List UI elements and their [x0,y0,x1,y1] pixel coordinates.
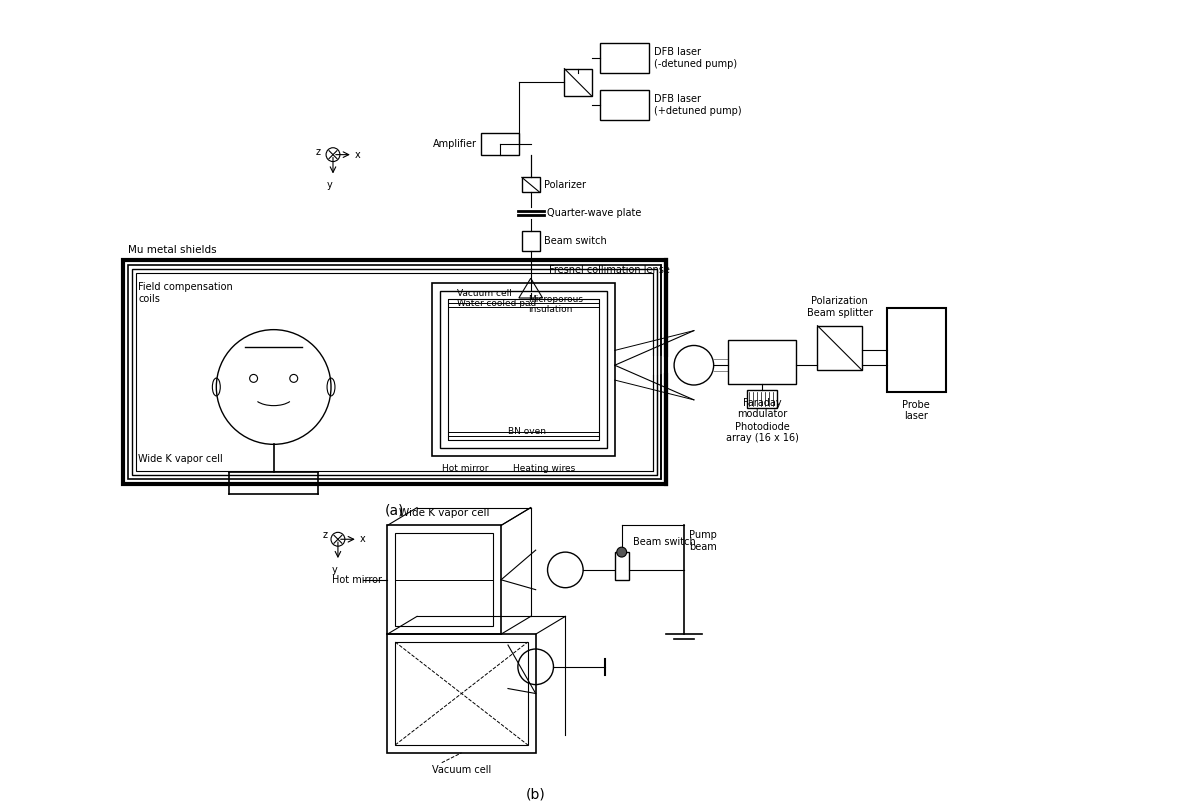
Text: Hot mirror: Hot mirror [332,575,382,584]
Text: x: x [355,150,361,159]
Text: Amplifier: Amplifier [433,138,477,149]
Bar [564,68,593,97]
Text: BN oven: BN oven [508,427,546,436]
Text: z: z [317,147,321,157]
Bar [136,273,653,471]
Bar [129,266,662,479]
Text: x: x [359,535,365,544]
Text: Wide K vapor cell: Wide K vapor cell [138,454,223,464]
Bar [887,308,946,392]
Bar [522,231,539,250]
Text: Wide K vapor cell: Wide K vapor cell [399,507,489,518]
Text: Quarter-wave plate: Quarter-wave plate [546,208,641,218]
Bar [481,133,519,155]
Text: Vacuum cell: Vacuum cell [432,765,491,774]
Bar [600,43,650,72]
Bar [440,291,607,448]
Bar [388,634,536,753]
Text: Beam switch: Beam switch [544,236,607,246]
Text: (b): (b) [526,787,545,802]
Text: Hot mirror: Hot mirror [441,464,488,473]
Bar [728,340,796,384]
Text: (a): (a) [386,504,405,518]
Text: Water-cooled pad: Water-cooled pad [457,299,536,308]
Bar [432,283,615,456]
Bar [600,90,650,120]
Bar [132,270,657,475]
Bar [447,299,599,440]
Bar [395,534,493,626]
Text: DFB laser
(-detuned pump): DFB laser (-detuned pump) [654,47,738,68]
Text: z: z [322,530,328,540]
Bar [124,261,666,484]
Text: Pump
beam: Pump beam [689,530,716,552]
Text: Faraday
modulator: Faraday modulator [737,398,788,419]
Text: y: y [332,565,338,575]
Bar [615,552,628,580]
Circle shape [616,547,627,557]
Text: Photodiode
array (16 x 16): Photodiode array (16 x 16) [726,422,798,444]
Text: Probe
laser: Probe laser [902,400,931,422]
Bar [818,326,862,370]
Text: Microporous
insulation: Microporous insulation [528,295,583,315]
Text: Fresnel collimation lense: Fresnel collimation lense [549,266,670,275]
Text: DFB laser
(+detuned pump): DFB laser (+detuned pump) [654,94,741,116]
Text: y: y [327,180,333,190]
Bar [388,526,501,634]
Text: Beam switch: Beam switch [633,537,695,547]
Text: Field compensation
coils: Field compensation coils [138,283,233,303]
Text: Heating wires: Heating wires [513,464,576,473]
Bar [747,390,777,408]
Text: Mu metal shields: Mu metal shields [129,245,217,254]
Text: Vacuum cell: Vacuum cell [457,289,512,298]
Bar [395,642,528,745]
Text: Polarizer: Polarizer [544,180,585,190]
Bar [522,177,539,192]
Text: Polarization
Beam splitter: Polarization Beam splitter [807,296,872,318]
